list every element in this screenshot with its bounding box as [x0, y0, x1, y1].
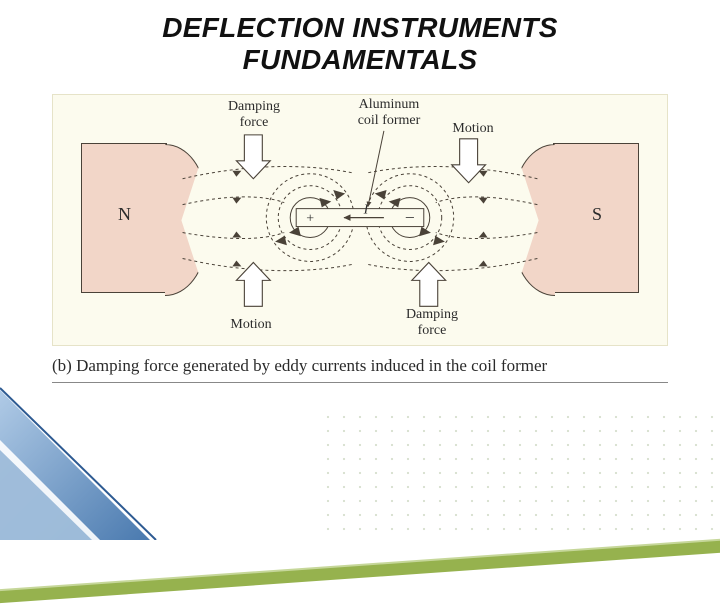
- minus-sign: –: [405, 209, 415, 226]
- diagram-svg: + – I: [53, 95, 667, 346]
- slide-title: DEFLECTION INSTRUMENTS FUNDAMENTALS: [0, 0, 720, 76]
- dot-grid: [320, 410, 720, 540]
- title-line2: FUNDAMENTALS: [243, 44, 478, 75]
- figure-caption: (b) Damping force generated by eddy curr…: [52, 356, 668, 376]
- corner-graphic: [0, 380, 220, 540]
- title-line1: DEFLECTION INSTRUMENTS: [162, 12, 557, 43]
- figure-panel: N S Dampingforce Aluminumcoil former Mot…: [52, 94, 668, 346]
- accent-stripe: [0, 538, 720, 607]
- plus-sign: +: [306, 212, 314, 227]
